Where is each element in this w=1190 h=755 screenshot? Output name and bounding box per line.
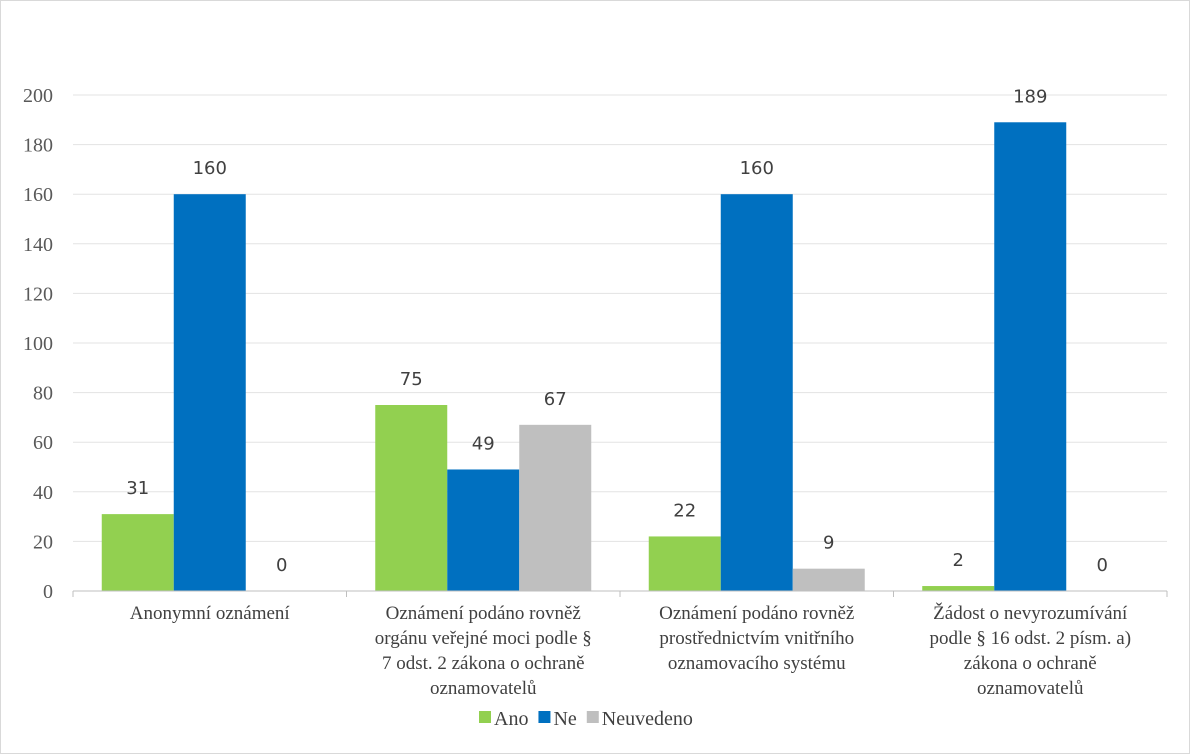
- legend: Ano Ne Neuvedeno: [479, 708, 693, 730]
- legend-swatch-ano: [479, 711, 491, 723]
- category-label: oznamovacího systému: [668, 653, 846, 674]
- category-label: zákona o ochraně: [964, 653, 1097, 674]
- bar-ne: [447, 469, 520, 591]
- data-label: 31: [126, 478, 149, 499]
- data-label: 22: [673, 500, 696, 521]
- data-label: 2: [953, 550, 964, 571]
- data-label: 75: [400, 369, 423, 390]
- bar-ano: [101, 514, 174, 591]
- y-tick-label: 180: [23, 135, 53, 157]
- y-tick-label: 200: [23, 85, 53, 107]
- data-label: 67: [544, 389, 567, 410]
- legend-swatch-neuvedeno: [586, 711, 599, 723]
- category-labels: Anonymní oznámení Oznámení podáno rovněž o…: [130, 602, 1131, 699]
- y-tick-label: 120: [23, 283, 53, 305]
- category-label: oznamovatelů: [430, 678, 537, 699]
- bar-ne: [173, 194, 246, 591]
- legend-swatch-ne: [538, 711, 551, 723]
- category-label: Oznámení podáno rovněž: [386, 603, 581, 624]
- legend-label: Neuvedeno: [602, 708, 693, 730]
- data-label: 160: [740, 158, 774, 179]
- category-label: Oznámení podáno rovněž: [659, 603, 854, 624]
- y-tick-label: 40: [33, 482, 53, 504]
- gridlines: [73, 94, 1167, 542]
- bar-ano: [922, 586, 995, 591]
- data-label: 49: [472, 433, 495, 454]
- y-axis-ticks: 0 20 40 60 80 100 120 140 160 180 200: [23, 85, 53, 603]
- bars: [101, 122, 1067, 591]
- bar-ne: [994, 122, 1067, 591]
- bar-neuvedeno: [792, 568, 865, 591]
- category-label: 7 odst. 2 zákona o ochraně: [382, 653, 585, 674]
- category-label: Anonymní oznámení: [130, 603, 291, 624]
- category-label: orgánu veřejné moci podle §: [375, 628, 592, 649]
- category-label: prostřednictvím vnitřního: [659, 628, 854, 649]
- data-label: 0: [1097, 555, 1108, 576]
- category-label: oznamovatelů: [977, 678, 1084, 699]
- data-label: 189: [1013, 86, 1047, 107]
- y-tick-label: 100: [23, 333, 53, 355]
- legend-label: Ano: [494, 708, 528, 730]
- y-tick-label: 20: [33, 531, 53, 553]
- bar-neuvedeno: [519, 424, 592, 591]
- y-tick-label: 140: [23, 234, 53, 256]
- bar-ne: [720, 194, 793, 591]
- data-label: 0: [276, 555, 287, 576]
- y-tick-label: 60: [33, 432, 53, 454]
- y-tick-label: 80: [33, 383, 53, 405]
- legend-label: Ne: [553, 708, 576, 730]
- y-tick-label: 0: [43, 581, 53, 603]
- y-tick-label: 160: [23, 184, 53, 206]
- data-label: 9: [823, 533, 834, 554]
- bar-ano: [375, 405, 448, 591]
- x-axis: [72, 590, 1168, 597]
- data-label: 160: [193, 158, 227, 179]
- category-label: podle § 16 odst. 2 písm. a): [929, 628, 1131, 649]
- category-label: Žádost o nevyrozumívání: [933, 602, 1128, 624]
- bar-ano: [648, 536, 721, 591]
